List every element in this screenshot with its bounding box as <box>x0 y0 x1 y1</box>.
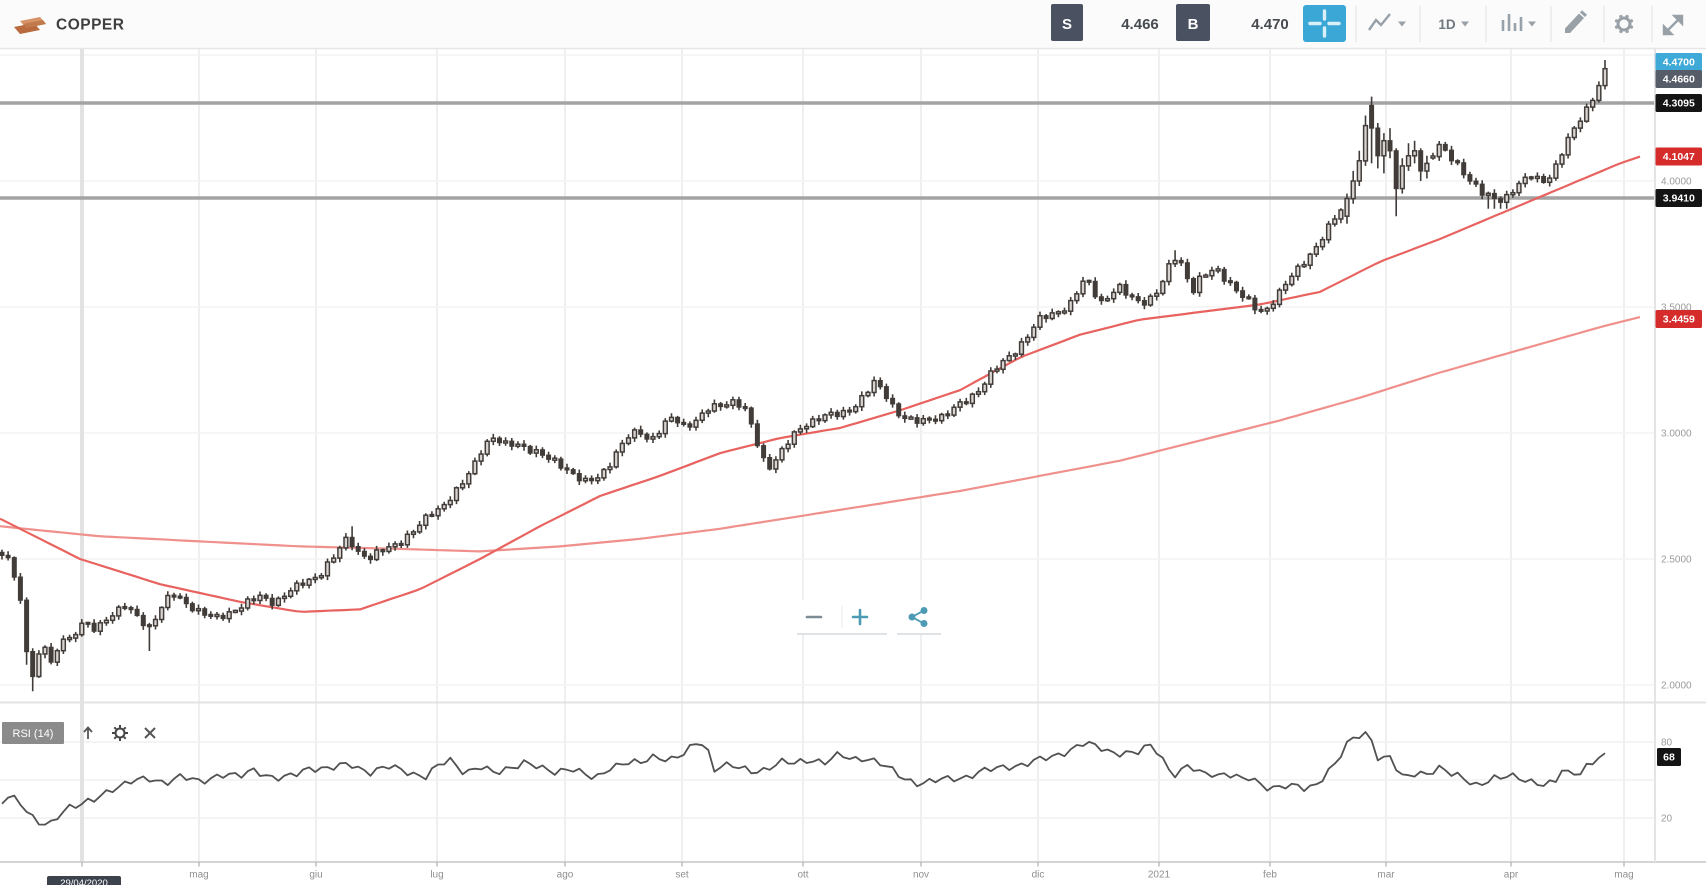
svg-text:2.5000: 2.5000 <box>1661 555 1692 566</box>
svg-text:ago: ago <box>557 870 574 881</box>
svg-text:ott: ott <box>797 870 808 881</box>
svg-text:mag: mag <box>1614 870 1633 881</box>
svg-text:29/04/2020: 29/04/2020 <box>60 878 108 885</box>
svg-text:20: 20 <box>1661 814 1673 825</box>
svg-text:2.0000: 2.0000 <box>1661 681 1692 692</box>
svg-text:4.4660: 4.4660 <box>1663 74 1695 86</box>
svg-text:4.470: 4.470 <box>1251 16 1289 33</box>
svg-text:S: S <box>1062 16 1072 33</box>
svg-text:mag: mag <box>189 870 208 881</box>
svg-text:3.0000: 3.0000 <box>1661 429 1692 440</box>
svg-text:4.466: 4.466 <box>1121 16 1159 33</box>
svg-text:3.5000: 3.5000 <box>1661 303 1692 314</box>
svg-text:B: B <box>1188 16 1199 33</box>
svg-text:giu: giu <box>309 870 322 881</box>
svg-text:mar: mar <box>1377 870 1395 881</box>
svg-text:set: set <box>675 870 689 881</box>
svg-text:nov: nov <box>913 870 929 881</box>
svg-text:68: 68 <box>1663 752 1675 764</box>
svg-text:4.4700: 4.4700 <box>1663 57 1695 69</box>
svg-text:2021: 2021 <box>1148 870 1171 881</box>
svg-text:4.3095: 4.3095 <box>1663 98 1695 110</box>
svg-text:lug: lug <box>430 870 443 881</box>
svg-text:apr: apr <box>1504 870 1519 881</box>
svg-text:feb: feb <box>1263 870 1277 881</box>
svg-text:3.4459: 3.4459 <box>1663 314 1695 326</box>
svg-text:4.1047: 4.1047 <box>1663 151 1695 163</box>
svg-text:RSI (14): RSI (14) <box>13 728 54 740</box>
svg-text:1D: 1D <box>1438 17 1456 32</box>
svg-text:4.0000: 4.0000 <box>1661 177 1692 188</box>
svg-text:COPPER: COPPER <box>56 17 124 34</box>
svg-text:dic: dic <box>1032 870 1045 881</box>
svg-text:80: 80 <box>1661 738 1673 749</box>
svg-text:3.9410: 3.9410 <box>1663 193 1695 205</box>
